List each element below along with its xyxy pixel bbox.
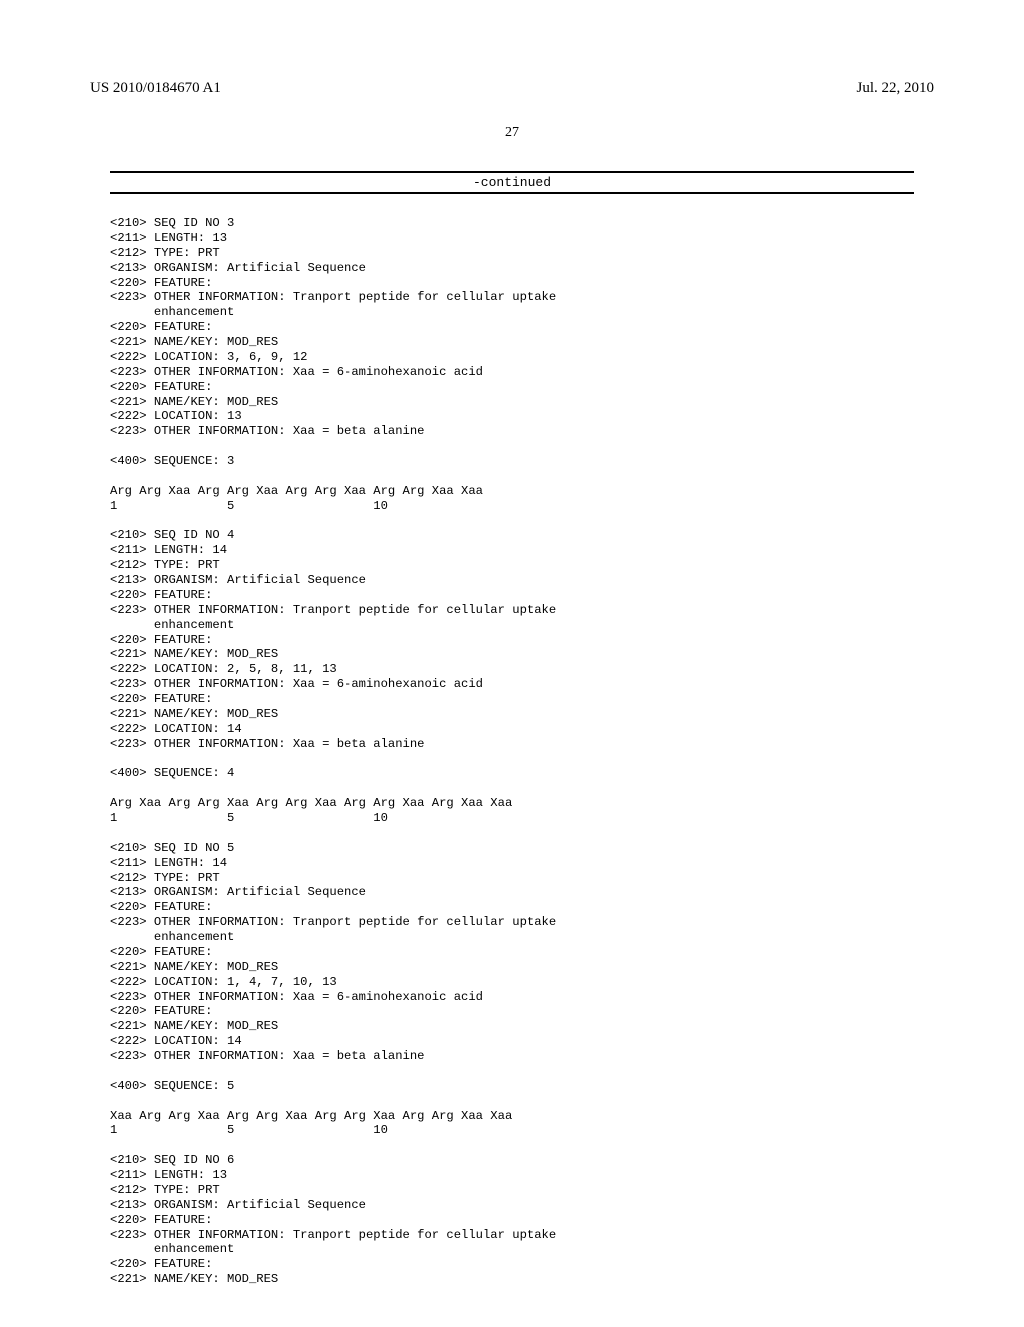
page-header: US 2010/0184670 A1 Jul. 22, 2010 [90,80,934,97]
sequence-listing: <210> SEQ ID NO 3 <211> LENGTH: 13 <212>… [110,216,934,1287]
continued-label: -continued [110,175,914,190]
page-container: US 2010/0184670 A1 Jul. 22, 2010 27 -con… [0,0,1024,1327]
publication-number: US 2010/0184670 A1 [90,80,221,97]
continued-separator: -continued [110,171,914,194]
page-number: 27 [90,125,934,141]
publication-date: Jul. 22, 2010 [856,80,934,97]
